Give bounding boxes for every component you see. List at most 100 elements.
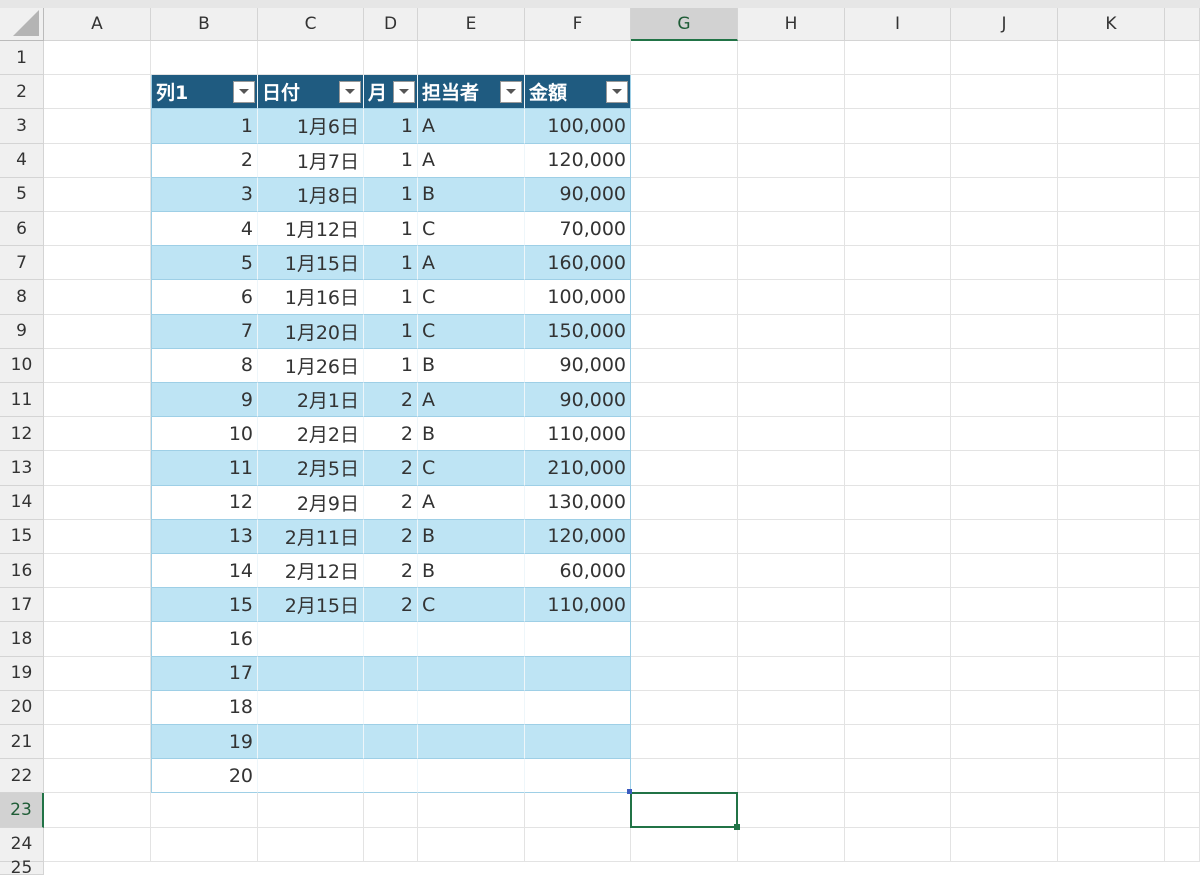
cell-B10[interactable]: 8 xyxy=(151,348,258,383)
cell-L23[interactable] xyxy=(1165,793,1200,828)
row-header-1[interactable]: 1 xyxy=(0,41,44,76)
cell-K5[interactable] xyxy=(1058,177,1165,212)
cell-A21[interactable] xyxy=(44,725,151,760)
cell-K7[interactable] xyxy=(1058,246,1165,281)
cell-K13[interactable] xyxy=(1058,451,1165,486)
cell-D19[interactable] xyxy=(364,656,418,691)
cell-A23[interactable] xyxy=(44,793,151,828)
cell-B18[interactable]: 16 xyxy=(151,622,258,657)
column-header-F[interactable]: F xyxy=(525,8,631,41)
cell-I12[interactable] xyxy=(845,417,951,452)
row-header-22[interactable]: 22 xyxy=(0,759,44,794)
filter-dropdown-icon[interactable] xyxy=(233,80,255,103)
cell-I3[interactable] xyxy=(845,109,951,144)
cell-K23[interactable] xyxy=(1058,793,1165,828)
cell-I19[interactable] xyxy=(845,656,951,691)
cell-H1[interactable] xyxy=(738,41,845,76)
cell-E17[interactable]: C xyxy=(418,588,525,623)
cell-L5[interactable] xyxy=(1165,177,1200,212)
row-header-16[interactable]: 16 xyxy=(0,554,44,589)
cell-I1[interactable] xyxy=(845,41,951,76)
cell-H16[interactable] xyxy=(738,554,845,589)
cell-J15[interactable] xyxy=(951,519,1058,554)
cell-H6[interactable] xyxy=(738,212,845,247)
cell-K14[interactable] xyxy=(1058,485,1165,520)
cell-A7[interactable] xyxy=(44,246,151,281)
cell-E19[interactable] xyxy=(418,656,525,691)
cell-D13[interactable]: 2 xyxy=(364,451,418,486)
cell-D6[interactable]: 1 xyxy=(364,212,418,247)
cell-B12[interactable]: 10 xyxy=(151,417,258,452)
cell-B19[interactable]: 17 xyxy=(151,656,258,691)
cell-A17[interactable] xyxy=(44,588,151,623)
cell-I17[interactable] xyxy=(845,588,951,623)
cell-F6[interactable]: 70,000 xyxy=(525,212,631,247)
cell-J14[interactable] xyxy=(951,485,1058,520)
cell-D24[interactable] xyxy=(364,827,418,862)
cell-G17[interactable] xyxy=(631,588,738,623)
cell-H14[interactable] xyxy=(738,485,845,520)
cell-A10[interactable] xyxy=(44,348,151,383)
cell-K24[interactable] xyxy=(1058,827,1165,862)
cell-L2[interactable] xyxy=(1165,75,1200,110)
cell-B16[interactable]: 14 xyxy=(151,554,258,589)
cell-K8[interactable] xyxy=(1058,280,1165,315)
row-header-24[interactable]: 24 xyxy=(0,827,44,862)
cell-F3[interactable]: 100,000 xyxy=(525,109,631,144)
cell-A13[interactable] xyxy=(44,451,151,486)
cell-J22[interactable] xyxy=(951,759,1058,794)
cell-H17[interactable] xyxy=(738,588,845,623)
cell-F11[interactable]: 90,000 xyxy=(525,383,631,418)
cell-D7[interactable]: 1 xyxy=(364,246,418,281)
cell-C7[interactable]: 1月15日 xyxy=(258,246,364,281)
column-header-K[interactable]: K xyxy=(1058,8,1165,41)
cell-D21[interactable] xyxy=(364,725,418,760)
cell-E4[interactable]: A xyxy=(418,143,525,178)
cell-E18[interactable] xyxy=(418,622,525,657)
filter-dropdown-icon[interactable] xyxy=(339,80,361,103)
cell-I13[interactable] xyxy=(845,451,951,486)
cell-J16[interactable] xyxy=(951,554,1058,589)
table-header-C[interactable]: 日付 xyxy=(258,75,364,110)
row-header-12[interactable]: 12 xyxy=(0,417,44,452)
cell-H13[interactable] xyxy=(738,451,845,486)
cell-I6[interactable] xyxy=(845,212,951,247)
cell-A2[interactable] xyxy=(44,75,151,110)
cell-D1[interactable] xyxy=(364,41,418,76)
cell-C24[interactable] xyxy=(258,827,364,862)
cell-H20[interactable] xyxy=(738,690,845,725)
table-resize-handle[interactable] xyxy=(627,789,632,795)
cell-A3[interactable] xyxy=(44,109,151,144)
cell-L8[interactable] xyxy=(1165,280,1200,315)
cell-G14[interactable] xyxy=(631,485,738,520)
cell-B11[interactable]: 9 xyxy=(151,383,258,418)
cell-C4[interactable]: 1月7日 xyxy=(258,143,364,178)
row-header-7[interactable]: 7 xyxy=(0,246,44,281)
cell-B21[interactable]: 19 xyxy=(151,725,258,760)
row-header-20[interactable]: 20 xyxy=(0,690,44,725)
cell-G5[interactable] xyxy=(631,177,738,212)
cell-H21[interactable] xyxy=(738,725,845,760)
cell-L18[interactable] xyxy=(1165,622,1200,657)
cell-L21[interactable] xyxy=(1165,725,1200,760)
cell-B15[interactable]: 13 xyxy=(151,519,258,554)
column-header-H[interactable]: H xyxy=(738,8,845,41)
cell-J2[interactable] xyxy=(951,75,1058,110)
cell-A24[interactable] xyxy=(44,827,151,862)
cell-A6[interactable] xyxy=(44,212,151,247)
cell-F20[interactable] xyxy=(525,690,631,725)
cell-E14[interactable]: A xyxy=(418,485,525,520)
cell-J5[interactable] xyxy=(951,177,1058,212)
cell-E6[interactable]: C xyxy=(418,212,525,247)
row-header-21[interactable]: 21 xyxy=(0,725,44,760)
row-header-23[interactable]: 23 xyxy=(0,793,44,828)
cell-A19[interactable] xyxy=(44,656,151,691)
cell-A1[interactable] xyxy=(44,41,151,76)
row-header-3[interactable]: 3 xyxy=(0,109,44,144)
cell-A11[interactable] xyxy=(44,383,151,418)
cell-D14[interactable]: 2 xyxy=(364,485,418,520)
cell-J4[interactable] xyxy=(951,143,1058,178)
cell-C22[interactable] xyxy=(258,759,364,794)
cell-D15[interactable]: 2 xyxy=(364,519,418,554)
cell-E5[interactable]: B xyxy=(418,177,525,212)
